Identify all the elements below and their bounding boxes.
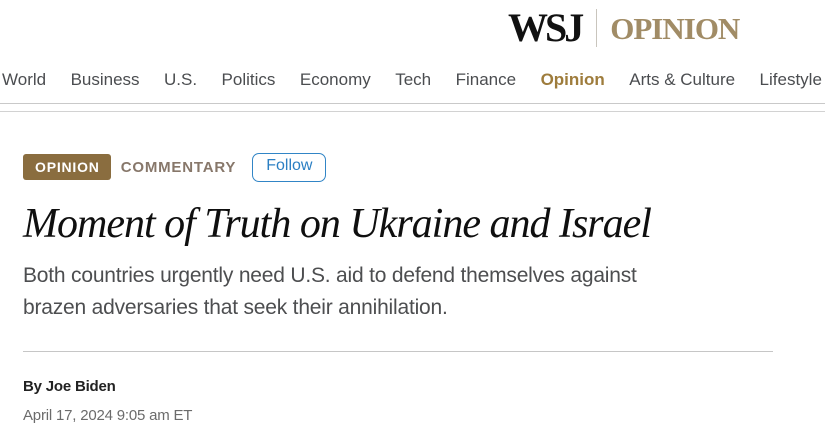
- subhead-line: brazen adversaries that seek their annih…: [23, 295, 448, 319]
- nav-item-economy[interactable]: Economy: [299, 70, 371, 89]
- double-rule: [0, 104, 825, 112]
- follow-button[interactable]: Follow: [252, 153, 327, 182]
- nav-item-world[interactable]: World: [2, 70, 47, 89]
- article-subhead: Both countries urgently need U.S. aid to…: [23, 260, 775, 324]
- opinion-badge[interactable]: OPINION: [23, 154, 111, 181]
- commentary-label[interactable]: COMMENTARY: [120, 158, 237, 176]
- wsj-logo[interactable]: WSJ: [508, 5, 584, 50]
- wsj-opinion-logo: WSJ OPINION: [508, 5, 740, 50]
- masthead: WSJ OPINION: [0, 0, 825, 57]
- byline-divider: [23, 350, 773, 352]
- subhead-line: Both countries urgently need U.S. aid to…: [23, 263, 637, 287]
- dateline: April 17, 2024 9:05 am ET: [23, 406, 193, 424]
- nav-item-tech[interactable]: Tech: [395, 70, 432, 89]
- logo-divider: [596, 9, 598, 47]
- nav-item-arts-culture[interactable]: Arts & Culture: [629, 70, 736, 89]
- kicker-row: OPINION COMMENTARY Follow: [23, 153, 775, 182]
- nav-item-finance[interactable]: Finance: [455, 70, 517, 89]
- section-nav: World Business U.S. Politics Economy Tec…: [0, 57, 825, 104]
- nav-item-business[interactable]: Business: [70, 70, 140, 89]
- opinion-logo[interactable]: OPINION: [610, 10, 740, 46]
- article-headline: Moment of Truth on Ukraine and Israel: [23, 200, 652, 247]
- nav-item-opinion[interactable]: Opinion: [540, 70, 605, 89]
- article-header: OPINION COMMENTARY Follow Moment of Trut…: [23, 153, 775, 424]
- nav-item-us[interactable]: U.S.: [164, 70, 198, 89]
- byline[interactable]: By Joe Biden: [23, 377, 116, 395]
- nav-item-politics[interactable]: Politics: [221, 70, 276, 89]
- nav-item-lifestyle[interactable]: Lifestyle: [759, 70, 822, 89]
